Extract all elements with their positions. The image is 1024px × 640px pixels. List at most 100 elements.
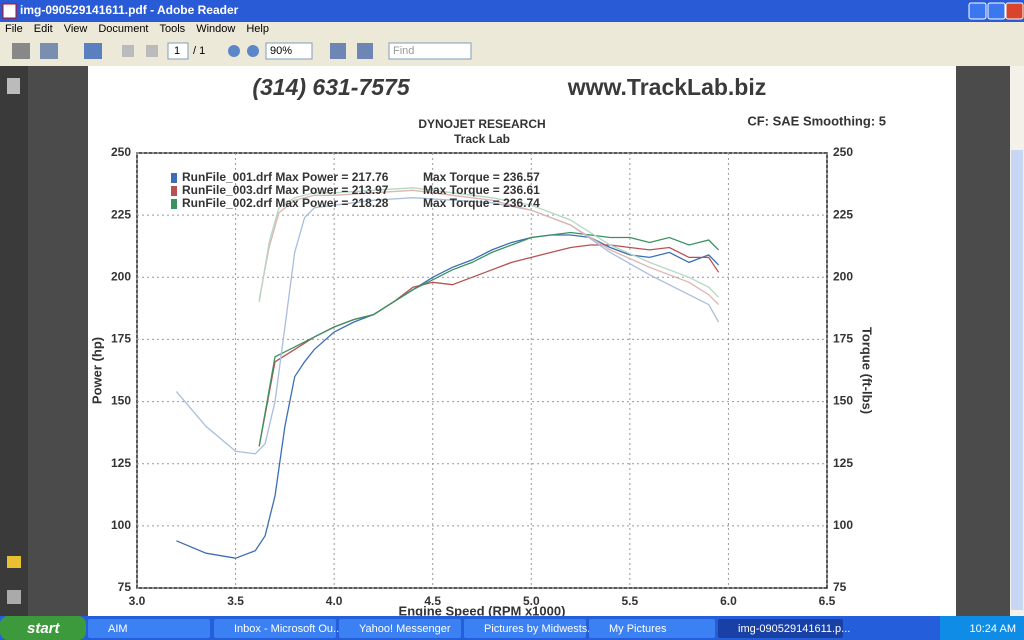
y-axis-label: Power (hp): [89, 337, 104, 404]
series-line: [176, 234, 720, 559]
task-button[interactable]: [718, 619, 843, 638]
x-tick-label: 4.5: [424, 594, 441, 608]
x-tick-label: 3.0: [129, 594, 146, 608]
page-count: / 1: [193, 45, 205, 57]
find-box[interactable]: [388, 42, 472, 60]
menu-item[interactable]: Document: [98, 23, 148, 35]
print-button[interactable]: [12, 43, 30, 59]
page-number: 1: [174, 45, 180, 57]
task-label: Yahoo! Messenger: [359, 623, 451, 635]
next-page[interactable]: [146, 45, 158, 57]
legend-swatch: [171, 199, 177, 209]
legend-swatch: [171, 173, 177, 183]
pages-icon[interactable]: [7, 78, 20, 94]
y-tick-label: 100: [111, 518, 131, 532]
attach-icon[interactable]: [7, 590, 21, 604]
menu-item[interactable]: Edit: [34, 23, 53, 35]
task-list: AIM Inbox - Microsoft Ou... Yahoo! Messeng…: [88, 619, 850, 638]
start-label: start: [27, 620, 61, 637]
comments-icon[interactable]: [7, 556, 21, 568]
menu-item[interactable]: Help: [246, 23, 269, 35]
task-label: AIM: [108, 623, 128, 635]
y-tick-label: 125: [111, 456, 131, 470]
task-button[interactable]: [464, 619, 586, 638]
series-line: [175, 197, 720, 455]
x-tick-label: 6.5: [819, 594, 836, 608]
legend-label: RunFile_002.drf Max Power = 218.28: [182, 196, 389, 210]
series-line: [258, 231, 720, 447]
y-tick-label: 175: [111, 332, 131, 346]
email-button[interactable]: [40, 43, 58, 59]
y2-axis-label: Torque (ft-lbs): [860, 327, 875, 414]
maximize[interactable]: [987, 2, 1006, 20]
y-tick-label: 250: [111, 145, 131, 159]
legend-swatch: [171, 186, 177, 196]
phone: (314) 631-7575: [252, 74, 410, 100]
heading: DYNOJET RESEARCH: [418, 117, 545, 131]
page-input[interactable]: [167, 42, 189, 60]
zoom-select[interactable]: [265, 42, 313, 60]
task-button[interactable]: [589, 619, 715, 638]
y-tick-label: 75: [118, 580, 132, 594]
y2-tick-label: 125: [833, 456, 853, 470]
task-button[interactable]: [88, 619, 210, 638]
legend-label: RunFile_001.drf Max Power = 217.76: [182, 170, 389, 184]
search-button[interactable]: [84, 43, 102, 59]
x-tick-label: 3.5: [227, 594, 244, 608]
fit-width[interactable]: [357, 43, 373, 59]
x-tick-label: 5.0: [523, 594, 540, 608]
task-label: Pictures by Midwests...: [484, 623, 596, 635]
y2-tick-label: 200: [833, 269, 853, 283]
find-placeholder: Find: [393, 45, 414, 57]
prev-page[interactable]: [122, 45, 134, 57]
task-label: My Pictures: [609, 623, 667, 635]
y-tick-label: 225: [111, 207, 131, 221]
start-button[interactable]: [0, 616, 86, 640]
website: www.TrackLab.biz: [567, 74, 767, 100]
menu-item[interactable]: File: [5, 23, 23, 35]
app-icon: [2, 3, 17, 19]
menu: File Edit View Document Tools Window Help: [5, 23, 269, 35]
menu-item[interactable]: Tools: [160, 23, 186, 35]
minimize[interactable]: [968, 2, 987, 20]
chart: 3.0 3.5 4.0 4.5 5.0 5.5 6.0 6.57510012515017520…: [89, 145, 874, 618]
task-button[interactable]: [339, 619, 461, 638]
y2-tick-label: 150: [833, 394, 853, 408]
legend-label: Max Torque = 236.61: [423, 183, 540, 197]
menu-item[interactable]: View: [64, 23, 88, 35]
y2-tick-label: 225: [833, 207, 853, 221]
x-tick-label: 6.0: [720, 594, 737, 608]
nav-pane: [0, 66, 28, 616]
zoom-out[interactable]: [228, 45, 240, 57]
x-axis-label: Engine Speed (RPM x1000): [399, 603, 566, 618]
y-tick-label: 200: [111, 269, 131, 283]
series-line: [258, 187, 720, 303]
menu-item[interactable]: Window: [196, 23, 235, 35]
plot-area: [136, 152, 828, 589]
y-tick-label: 150: [111, 394, 131, 408]
menu-bar: [0, 22, 1024, 36]
legend-label: RunFile_003.drf Max Power = 213.97: [182, 183, 389, 197]
y2-tick-label: 75: [833, 580, 847, 594]
x-tick-label: 5.5: [622, 594, 639, 608]
close[interactable]: [1005, 2, 1024, 20]
task-label: Inbox - Microsoft Ou...: [234, 623, 342, 635]
window-title: img-090529141611.pdf - Adobe Reader: [20, 3, 239, 17]
y2-tick-label: 175: [833, 332, 853, 346]
series-line: [258, 189, 720, 306]
scroll-thumb[interactable]: [1011, 150, 1023, 610]
zoom-value: 90%: [270, 45, 292, 57]
clock: 10:24 AM: [970, 623, 1016, 635]
legend-label: Max Torque = 236.57: [423, 170, 540, 184]
tray: [940, 616, 1024, 640]
legend-label: Max Torque = 236.74: [423, 196, 540, 210]
zoom-in[interactable]: [247, 45, 259, 57]
task-button[interactable]: [214, 619, 336, 638]
y2-tick-label: 250: [833, 145, 853, 159]
subheading: Track Lab: [454, 132, 510, 146]
settings: CF: SAE Smoothing: 5: [747, 113, 886, 128]
fit-page[interactable]: [330, 43, 346, 59]
task-label: img-090529141611.p...: [738, 623, 850, 635]
x-tick-label: 4.0: [326, 594, 343, 608]
